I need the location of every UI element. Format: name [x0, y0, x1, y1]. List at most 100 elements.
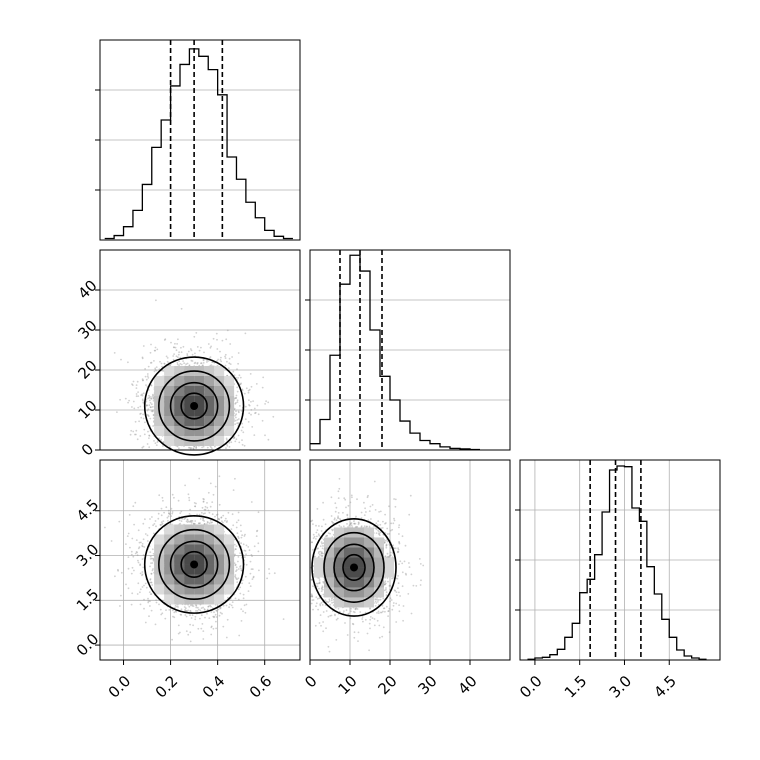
scatter-point: [149, 406, 152, 409]
scatter-point: [244, 405, 247, 408]
scatter-point: [203, 523, 206, 525]
scatter-point: [236, 581, 239, 583]
scatter-point: [221, 520, 223, 523]
scatter-param1-param2-density-cell: [174, 376, 185, 386]
scatter-point: [195, 606, 198, 609]
scatter-point: [149, 518, 151, 520]
scatter-param1-param2-density-cell: [184, 396, 195, 406]
y-tick-label: 10: [75, 397, 101, 423]
scatter-point: [134, 501, 137, 504]
scatter-point: [146, 375, 149, 378]
scatter-point: [172, 615, 174, 618]
scatter-point: [145, 586, 148, 589]
scatter-point: [190, 520, 192, 523]
scatter-point: [207, 491, 210, 494]
scatter-point: [137, 582, 140, 585]
scatter-point: [167, 519, 169, 522]
scatter-point: [240, 530, 242, 532]
scatter-point: [249, 560, 252, 563]
scatter-point: [131, 566, 134, 569]
scatter-param1-param3-density-cell: [164, 574, 175, 585]
scatter-point: [399, 595, 401, 597]
scatter-point: [141, 446, 144, 449]
scatter-point: [243, 444, 246, 447]
scatter-point: [237, 519, 240, 522]
scatter-point: [131, 592, 134, 595]
scatter-point: [211, 607, 214, 610]
scatter-param1-param3-panel: 0.01.53.04.50.0 0.2 0.4 0.6: [73, 459, 301, 702]
scatter-param1-param3-density-cell: [164, 524, 175, 535]
scatter-param1-param2-density-cell: [204, 376, 215, 386]
scatter-point: [220, 516, 223, 519]
scatter-point: [266, 577, 268, 580]
y-tick-label: 0.0: [73, 630, 103, 660]
scatter-point: [187, 633, 190, 636]
scatter-point: [146, 414, 149, 416]
scatter-point: [216, 513, 219, 516]
scatter-point: [211, 501, 214, 503]
scatter-point: [175, 355, 178, 358]
scatter-point: [147, 597, 149, 600]
scatter-point: [144, 518, 146, 521]
scatter-point: [211, 447, 213, 450]
scatter-point: [234, 576, 237, 579]
hist-param2-bin-bar: [370, 330, 380, 450]
scatter-point: [190, 359, 193, 362]
scatter-point: [202, 630, 205, 632]
scatter-point: [135, 429, 138, 432]
scatter-point: [237, 410, 240, 413]
scatter-point: [144, 621, 147, 624]
scatter-point: [202, 359, 205, 362]
scatter-point: [206, 502, 208, 504]
scatter-point: [201, 364, 204, 367]
scatter-point: [150, 572, 153, 575]
scatter-point: [237, 362, 240, 365]
scatter-point: [202, 517, 204, 520]
scatter-point: [189, 604, 192, 607]
scatter-point: [231, 601, 234, 603]
scatter-point: [170, 507, 173, 510]
scatter-point: [174, 346, 177, 349]
scatter-point: [238, 441, 241, 444]
hist-param1-bin-bar: [114, 236, 123, 240]
scatter-point: [179, 613, 182, 616]
scatter-point: [137, 391, 140, 393]
scatter-point: [219, 606, 222, 609]
scatter-point: [179, 512, 182, 514]
scatter-point: [224, 353, 227, 356]
scatter-point: [141, 356, 144, 359]
hist-param2-bin-bar: [410, 433, 420, 450]
scatter-param1-param2-density-cell: [184, 406, 195, 416]
hist-param2-bin-bar: [340, 284, 350, 450]
scatter-point: [234, 597, 237, 600]
scatter-point: [255, 383, 258, 385]
scatter-point: [130, 572, 133, 575]
scatter-point: [130, 603, 133, 606]
scatter-point: [261, 419, 264, 422]
scatter-point: [189, 640, 192, 643]
scatter-point: [143, 546, 146, 548]
scatter-point: [141, 378, 144, 380]
scatter-param1-param3-density-cell: [204, 534, 215, 545]
scatter-point: [152, 425, 155, 427]
scatter-point: [239, 586, 242, 589]
scatter-point: [135, 539, 138, 541]
scatter-point: [381, 635, 384, 638]
scatter-point: [194, 361, 197, 364]
scatter-point: [150, 397, 153, 400]
scatter-point: [321, 525, 323, 528]
scatter-point: [239, 592, 242, 595]
scatter-point: [127, 556, 130, 558]
scatter-point: [143, 428, 146, 431]
scatter-point: [250, 413, 252, 416]
scatter-point: [394, 498, 397, 501]
scatter-point: [388, 533, 391, 535]
scatter-point: [172, 358, 175, 361]
scatter-point: [198, 477, 201, 480]
scatter-point: [180, 346, 182, 349]
scatter-point: [248, 388, 251, 391]
scatter-point: [202, 517, 205, 520]
scatter-point: [198, 522, 201, 525]
scatter-point: [137, 529, 140, 532]
scatter-point: [146, 404, 148, 407]
